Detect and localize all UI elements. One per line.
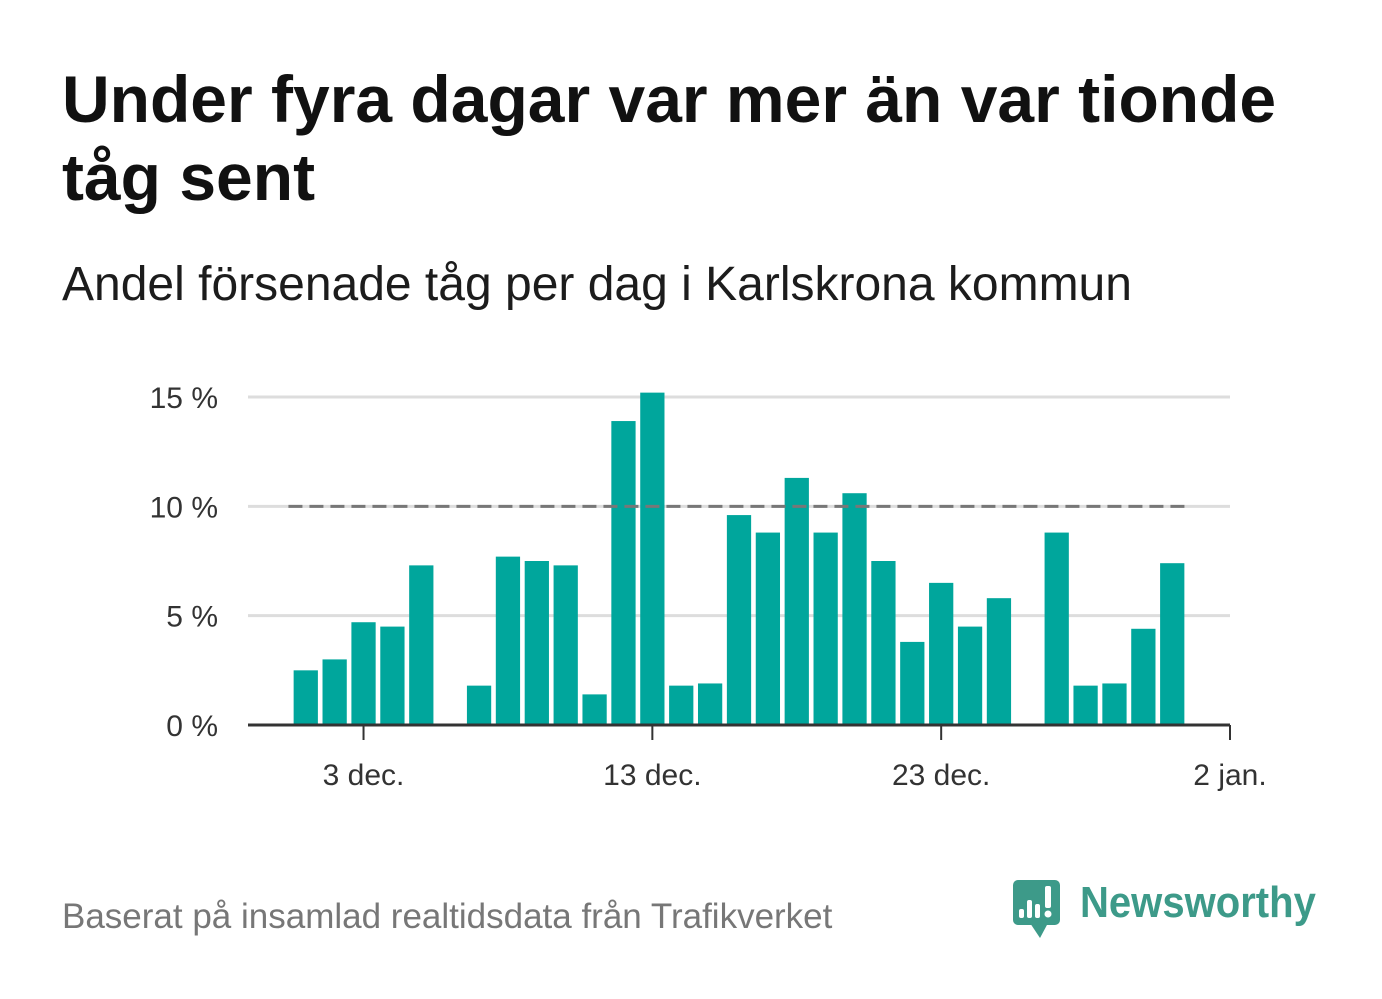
bar	[582, 694, 607, 725]
bar	[1102, 683, 1127, 725]
logo-wordmark: Newsworthy	[1080, 878, 1316, 927]
bar	[1160, 563, 1185, 725]
bar	[1044, 532, 1069, 725]
y-tick-label: 0 %	[166, 710, 218, 743]
bar	[466, 685, 492, 725]
bar	[669, 685, 694, 725]
bar	[755, 532, 781, 725]
bar	[1073, 685, 1098, 725]
bar	[322, 659, 347, 725]
x-tick-label: 23 dec.	[892, 759, 990, 792]
source-note: Baserat på insamlad realtidsdata från Tr…	[62, 897, 833, 936]
bars	[293, 392, 1185, 725]
y-tick-label: 5 %	[166, 601, 218, 634]
y-tick-label: 15 %	[150, 382, 218, 415]
bar	[611, 421, 636, 725]
newsworthy-logo-icon	[1013, 880, 1060, 938]
bar	[784, 477, 809, 725]
bar	[1131, 628, 1156, 725]
bar	[293, 670, 318, 725]
bar	[640, 392, 665, 725]
bar	[495, 556, 521, 725]
bar	[957, 626, 983, 725]
x-tick-label: 13 dec.	[603, 759, 701, 792]
bar	[929, 582, 954, 725]
bar	[524, 561, 549, 725]
bar	[986, 598, 1012, 725]
chart-subtitle: Andel försenade tåg per dag i Karlskrona…	[62, 258, 1132, 311]
chart-title: Under fyra dagar var mer än var tionde t…	[62, 62, 1277, 214]
axes: 0 % 5 % 10 % 15 % 3 dec. 13 dec. 23 dec. 2 jan.	[150, 382, 1267, 792]
bar	[871, 561, 896, 725]
bar	[553, 565, 578, 725]
bar	[409, 565, 434, 725]
bar	[726, 515, 752, 725]
bar	[842, 493, 867, 725]
y-tick-label: 10 %	[150, 491, 218, 524]
x-tick-label: 2 jan.	[1193, 759, 1266, 792]
x-tick-label: 3 dec.	[323, 759, 405, 792]
newsworthy-logo: Newsworthy	[1008, 876, 1328, 942]
bar	[813, 532, 838, 725]
bar	[380, 626, 405, 725]
bar	[697, 683, 723, 725]
bar	[900, 641, 925, 725]
bar	[351, 622, 376, 725]
